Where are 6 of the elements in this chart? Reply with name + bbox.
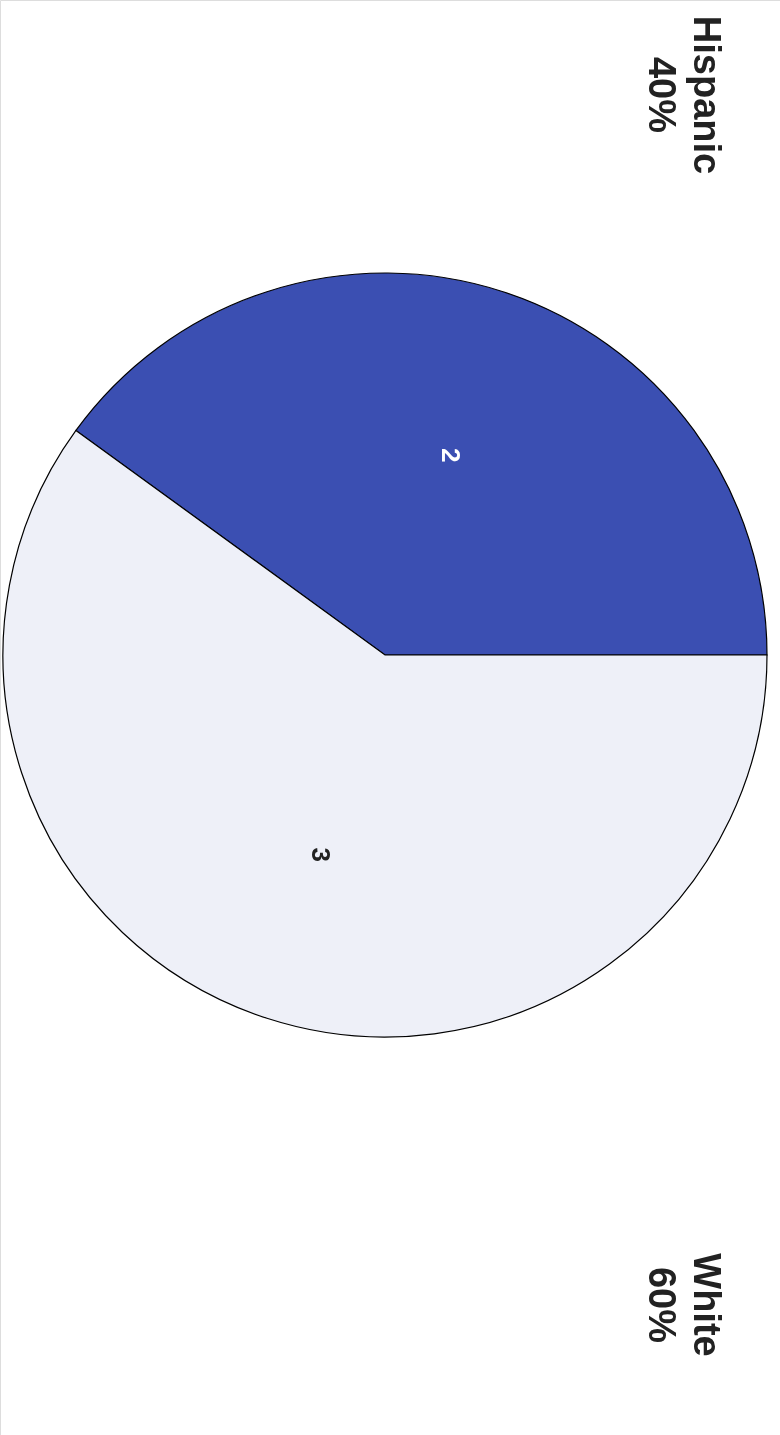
slice-label: Hispanic <box>686 15 728 175</box>
text: 40% <box>641 56 683 134</box>
data-label: 3 <box>306 847 337 863</box>
text: 60% <box>641 1266 683 1344</box>
data-label: 2 <box>435 447 466 463</box>
slice-label: White <box>686 1253 728 1357</box>
